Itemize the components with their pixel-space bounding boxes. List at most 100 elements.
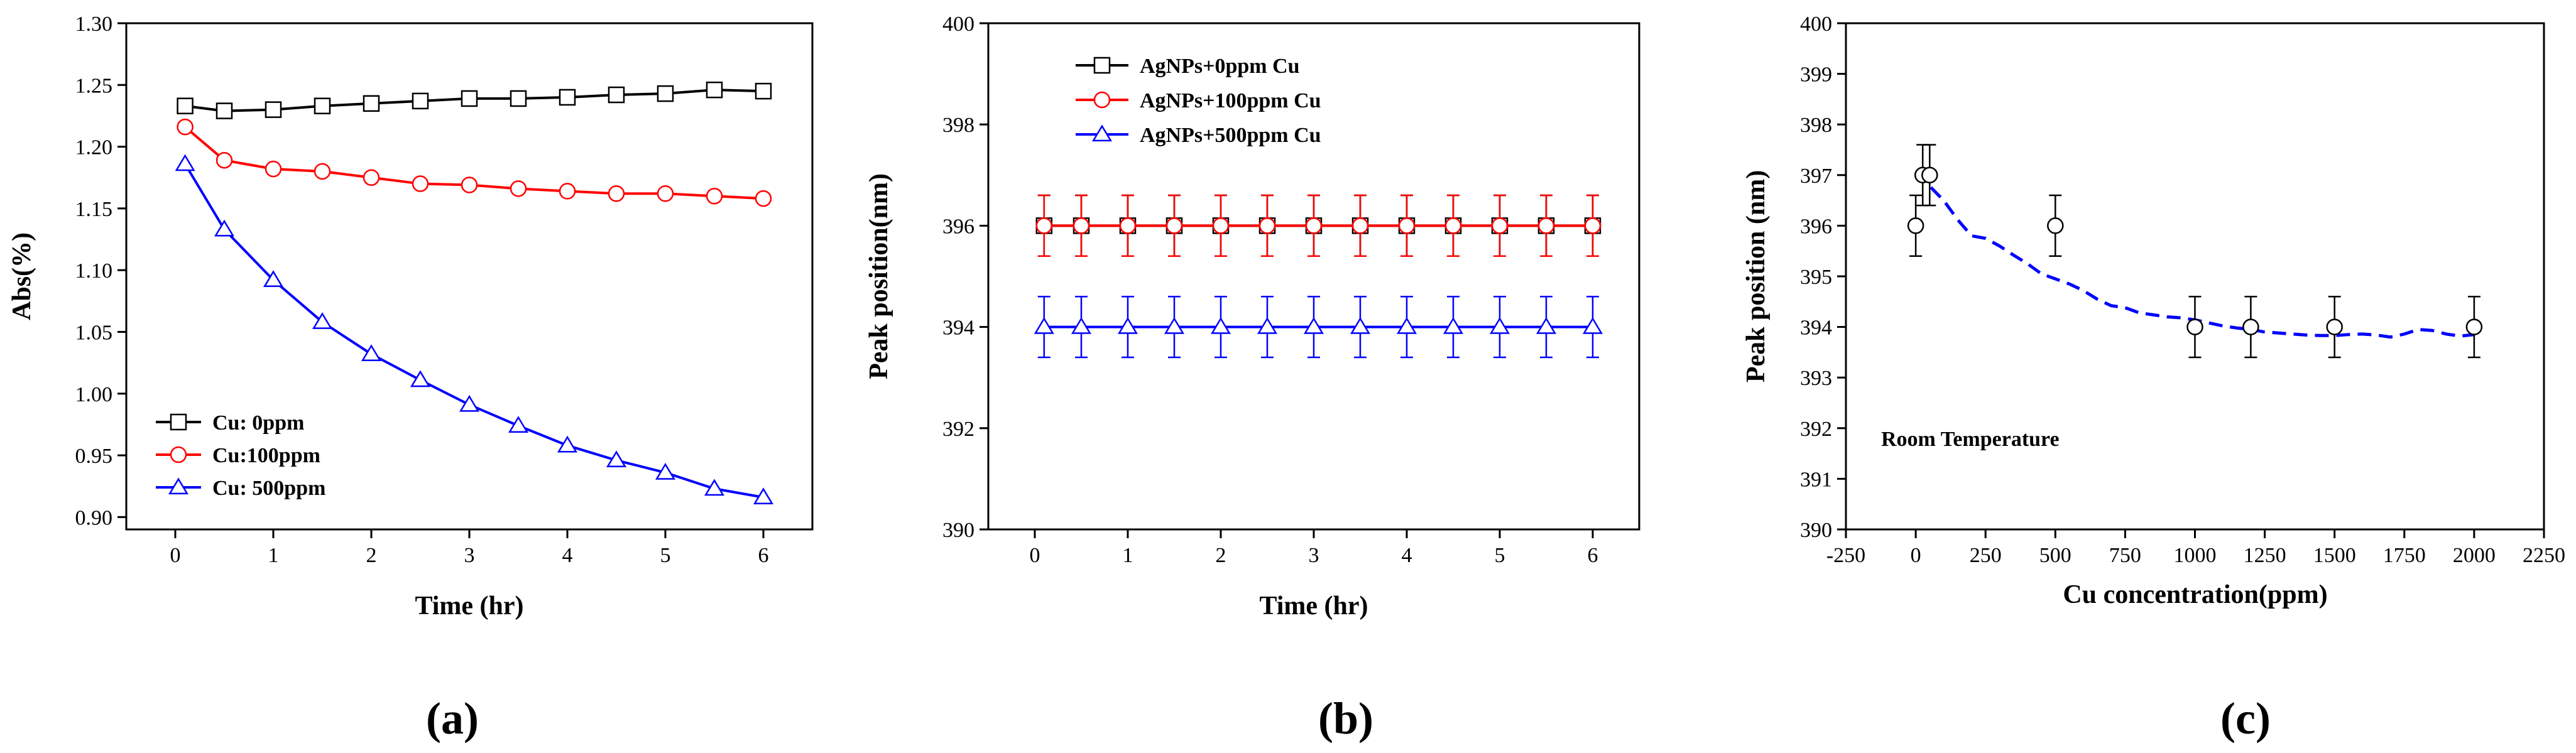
- legend-1-marker: [1093, 91, 1111, 109]
- series-1-point: [1035, 217, 1053, 234]
- series-2-point: [263, 270, 284, 288]
- series-1-point: [755, 190, 772, 207]
- y-tick-label: 390: [1800, 519, 1832, 542]
- series-1-point: [1398, 217, 1416, 234]
- y-tick-label: 399: [1800, 63, 1832, 87]
- series-2-point: [1396, 317, 1417, 334]
- x-tick-label: 2000: [2453, 544, 2496, 567]
- x-tick-label: 1: [268, 544, 279, 567]
- series-1-point: [1584, 217, 1602, 234]
- y-tick-label: 395: [1800, 266, 1832, 289]
- series-0-point: [755, 82, 772, 100]
- data-point: [2326, 318, 2343, 335]
- series-2-point: [753, 487, 774, 505]
- series-1-point: [1351, 217, 1369, 234]
- data-point: [1907, 217, 1924, 234]
- series-1-point: [608, 185, 625, 202]
- series-2-point: [704, 479, 725, 496]
- series-2-point: [1443, 317, 1464, 334]
- x-tick-label: 6: [1588, 544, 1598, 567]
- panel-a: 0 1 2 3 4 5 6 0.90 0.95 1.00 1.05 1.10 1.15 1.20 1.25 1…: [8, 13, 814, 744]
- y-tick-label: 398: [942, 114, 974, 137]
- series-1-point: [1491, 217, 1509, 234]
- series-2-point: [557, 435, 578, 453]
- series-1-point: [510, 180, 527, 197]
- x-tick-label: 750: [2109, 544, 2141, 567]
- series-1-point: [461, 176, 478, 193]
- x-tick-label: 0: [1030, 544, 1040, 567]
- y-tick-label: 394: [942, 317, 974, 340]
- y-tick-label: 400: [942, 13, 974, 36]
- series-1-point: [1258, 217, 1276, 234]
- series-0-point: [559, 89, 576, 106]
- legend-0-marker: [1093, 57, 1111, 74]
- x-tick-label: 1250: [2244, 544, 2286, 567]
- series-0-point: [412, 92, 429, 110]
- legend-1-marker: [170, 446, 187, 463]
- x-tick-label: 1500: [2313, 544, 2356, 567]
- x-tick-label: 3: [1309, 544, 1319, 567]
- series-2-point: [606, 450, 627, 468]
- panel-a-label: (a): [426, 693, 479, 744]
- x-tick-label: 3: [464, 544, 475, 567]
- y-tick-label: 392: [1800, 418, 1832, 441]
- series-2-point: [214, 219, 235, 237]
- panel-c-annotation: Room Temperature: [1881, 428, 2060, 451]
- legend-1-label: AgNPs+100ppm Cu: [1140, 89, 1321, 112]
- panel-b: 0 1 2 3 4 5 6 390 392 394 396 398 400 Time (hr) Peak…: [865, 13, 1640, 744]
- y-tick-label: 391: [1800, 468, 1832, 491]
- series-0-point: [363, 95, 380, 112]
- series-1-point: [1072, 217, 1090, 234]
- series-2-point: [1257, 317, 1278, 334]
- y-tick-label: 398: [1800, 114, 1832, 137]
- panel-b-ylabel: Peak position(nm): [865, 173, 893, 379]
- series-2-point: [312, 312, 333, 329]
- series-2-point: [1117, 317, 1138, 334]
- fit-curve: [1914, 171, 2475, 339]
- y-tick-label: 1.25: [75, 74, 113, 97]
- data-point: [2186, 318, 2203, 335]
- x-tick-label: -250: [1826, 544, 1865, 567]
- series-2-point: [508, 416, 529, 433]
- x-tick-label: 0: [170, 544, 181, 567]
- y-tick-label: 0.95: [75, 445, 113, 468]
- series-1-point: [216, 151, 233, 169]
- series-1-point: [1212, 217, 1230, 234]
- data-point: [2242, 318, 2259, 335]
- x-tick-label: 5: [660, 544, 671, 567]
- series-0-point: [706, 81, 723, 99]
- y-tick-label: 1.15: [75, 198, 113, 221]
- series-0-point: [510, 90, 527, 107]
- series-2-point: [1489, 317, 1510, 334]
- series-2-point: [1582, 317, 1603, 334]
- y-tick-label: 1.20: [75, 136, 113, 160]
- series-1-point: [177, 118, 194, 136]
- legend-0-label: AgNPs+0ppm Cu: [1140, 55, 1300, 78]
- series-0-point: [461, 90, 478, 107]
- legend-1-label: Cu:100ppm: [212, 444, 320, 467]
- series-1-point: [657, 185, 674, 202]
- x-tick-label: 4: [1402, 544, 1412, 567]
- y-tick-label: 390: [942, 519, 974, 542]
- data-point: [2465, 318, 2483, 335]
- x-tick-label: 4: [562, 544, 573, 567]
- legend-2-marker: [168, 477, 189, 495]
- x-tick-label: 1750: [2383, 544, 2426, 567]
- panel-c-frame: [1845, 22, 2545, 531]
- x-tick-label: 2: [1216, 544, 1226, 567]
- y-tick-label: 1.00: [75, 383, 113, 406]
- series-1-point: [1165, 217, 1183, 234]
- series-2-point: [1034, 317, 1054, 334]
- y-tick-label: 1.10: [75, 259, 113, 283]
- series-2-point: [1536, 317, 1557, 334]
- data-point: [1921, 166, 1938, 184]
- y-tick-label: 400: [1800, 13, 1832, 36]
- series-1-point: [314, 163, 331, 180]
- series-2-point: [1350, 317, 1371, 334]
- series-2-point: [410, 370, 431, 387]
- y-tick-label: 396: [942, 215, 974, 238]
- series-1-point: [363, 169, 380, 186]
- x-tick-label: 2: [366, 544, 377, 567]
- y-tick-label: 393: [1800, 367, 1832, 390]
- series-1-point: [1305, 217, 1323, 234]
